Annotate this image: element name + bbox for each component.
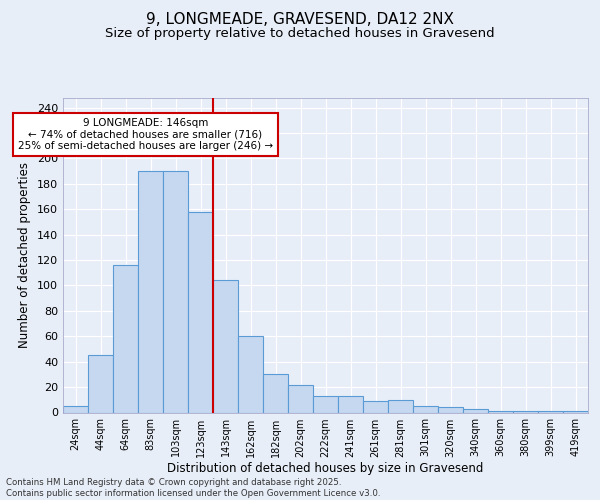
- Bar: [288, 384, 313, 412]
- Bar: [413, 406, 438, 412]
- Bar: [338, 396, 363, 412]
- Bar: [388, 400, 413, 412]
- Bar: [163, 171, 188, 412]
- Text: Size of property relative to detached houses in Gravesend: Size of property relative to detached ho…: [105, 28, 495, 40]
- Bar: [238, 336, 263, 412]
- Text: 9, LONGMEADE, GRAVESEND, DA12 2NX: 9, LONGMEADE, GRAVESEND, DA12 2NX: [146, 12, 454, 28]
- Bar: [313, 396, 338, 412]
- Bar: [263, 374, 288, 412]
- Bar: [88, 356, 113, 412]
- Bar: [138, 171, 163, 412]
- Text: 9 LONGMEADE: 146sqm
← 74% of detached houses are smaller (716)
25% of semi-detac: 9 LONGMEADE: 146sqm ← 74% of detached ho…: [18, 118, 273, 151]
- Text: Contains HM Land Registry data © Crown copyright and database right 2025.
Contai: Contains HM Land Registry data © Crown c…: [6, 478, 380, 498]
- Bar: [563, 411, 588, 412]
- Bar: [113, 265, 138, 412]
- Y-axis label: Number of detached properties: Number of detached properties: [19, 162, 31, 348]
- Bar: [463, 408, 488, 412]
- Bar: [513, 411, 538, 412]
- Bar: [363, 401, 388, 412]
- Bar: [63, 406, 88, 412]
- Bar: [438, 408, 463, 412]
- Bar: [188, 212, 213, 412]
- Bar: [538, 411, 563, 412]
- Bar: [213, 280, 238, 412]
- X-axis label: Distribution of detached houses by size in Gravesend: Distribution of detached houses by size …: [167, 462, 484, 475]
- Bar: [488, 411, 513, 412]
